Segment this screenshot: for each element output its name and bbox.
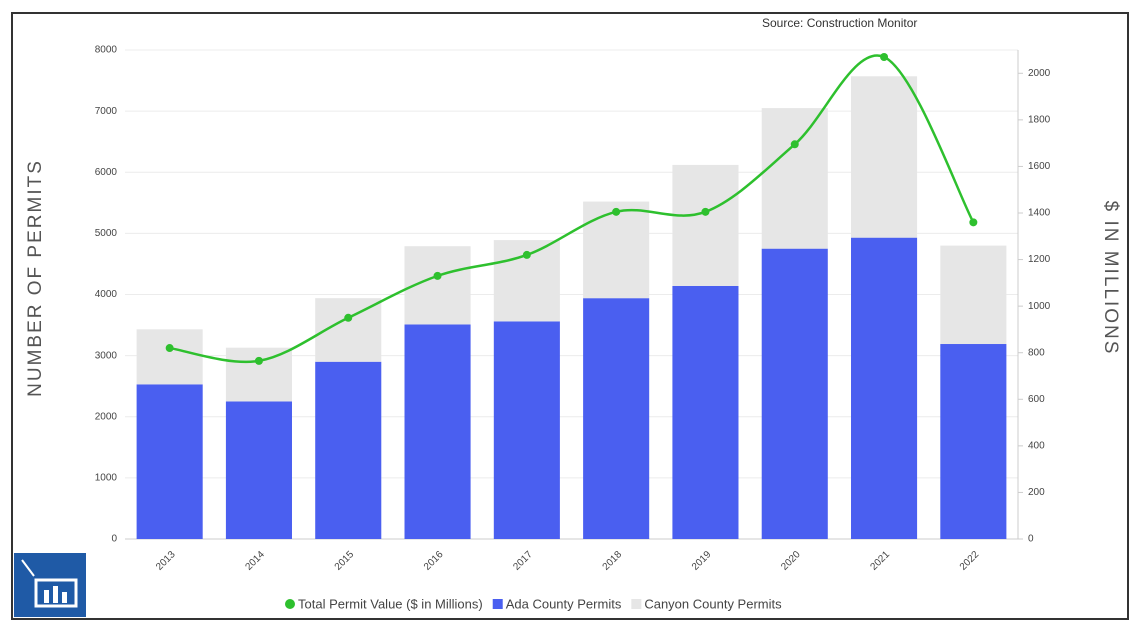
- y2-tick-label: 1200: [1028, 254, 1051, 265]
- y-tick-label: 1000: [95, 473, 118, 484]
- bar: [672, 285, 739, 539]
- y2-tick-label: 1400: [1028, 208, 1051, 219]
- point: [344, 313, 353, 322]
- y-tick-label: 7000: [95, 106, 118, 117]
- bar: [225, 347, 292, 402]
- y-tick-label: 4000: [95, 289, 118, 300]
- point: [880, 52, 889, 61]
- y-tick-label: 5000: [95, 228, 118, 239]
- point: [254, 356, 263, 365]
- bar: [940, 245, 1007, 345]
- y2-tick-label: 200: [1028, 487, 1045, 498]
- bar: [136, 329, 203, 385]
- bar: [761, 108, 828, 249]
- y2-tick-label: 600: [1028, 394, 1045, 405]
- bar: [583, 298, 650, 539]
- line: [169, 54, 975, 364]
- y-tick-label: 6000: [95, 167, 118, 178]
- y2-tick-label: 2000: [1028, 68, 1051, 79]
- y-axis-title: NUMBER OF PERMITS: [25, 159, 46, 397]
- legend-text: Canyon County Permits: [644, 596, 782, 611]
- legend-text: Ada County Permits: [506, 596, 622, 611]
- legend-swatch: [285, 599, 295, 609]
- logo-icon: [14, 553, 86, 617]
- y-tick-label: 0: [111, 534, 117, 545]
- y2-tick-label: 800: [1028, 347, 1045, 358]
- y-tick-label: 3000: [95, 350, 118, 361]
- y2-tick-label: 1000: [1028, 301, 1051, 312]
- bar: [851, 237, 918, 539]
- y2-tick-label: 1800: [1028, 114, 1051, 125]
- legend-swatch: [492, 599, 503, 609]
- bar: [672, 164, 739, 286]
- y2-tick-label: 1600: [1028, 161, 1051, 172]
- point: [701, 207, 710, 216]
- y2-axis-title: $ IN MILLIONS: [1100, 201, 1121, 356]
- source: Source: Construction Monitor: [762, 16, 917, 30]
- y-tick-label: 2000: [95, 411, 118, 422]
- legend-swatch: [631, 599, 642, 609]
- bar: [761, 248, 828, 539]
- bar: [851, 76, 918, 238]
- point: [612, 207, 621, 216]
- bar: [493, 321, 560, 539]
- point: [969, 218, 978, 227]
- y-tick-label: 8000: [95, 45, 118, 56]
- legend-text: Total Permit Value ($ in Millions): [298, 596, 483, 611]
- point: [790, 140, 799, 149]
- point: [522, 250, 531, 259]
- bar: [136, 384, 203, 539]
- y2-tick-label: 0: [1028, 534, 1034, 545]
- point: [433, 271, 442, 280]
- bar: [225, 401, 292, 539]
- bar: [583, 201, 650, 299]
- point: [165, 344, 174, 353]
- y2-tick-label: 400: [1028, 440, 1045, 451]
- bar: [940, 344, 1007, 539]
- bar: [315, 361, 382, 539]
- bar: [404, 324, 471, 539]
